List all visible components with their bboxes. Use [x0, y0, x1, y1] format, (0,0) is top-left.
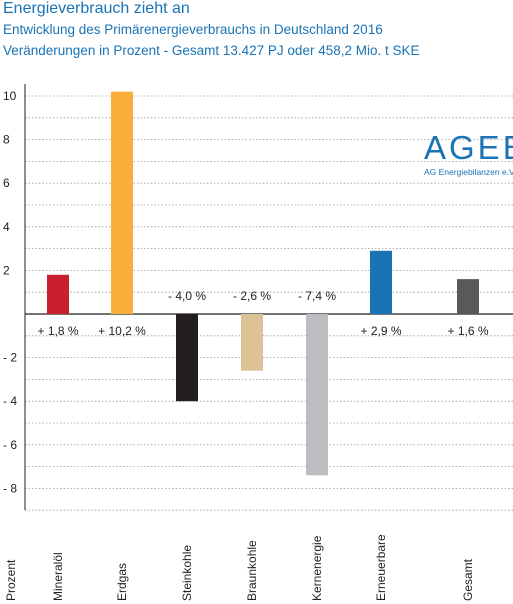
y-tick-label: 8 [3, 133, 10, 147]
category-label: Steinkohle [180, 545, 194, 601]
data-label: - 7,4 % [298, 289, 336, 303]
y-tick-label: - 4 [3, 394, 17, 408]
data-label: + 2,9 % [360, 324, 401, 338]
y-tick-label: 4 [3, 220, 10, 234]
data-label: - 2,6 % [233, 289, 271, 303]
category-label: Erdgas [115, 563, 129, 601]
bar-1 [47, 274, 69, 314]
y-tick-label: - 8 [3, 481, 17, 495]
bar-5 [306, 314, 328, 476]
y-tick-label: 2 [3, 263, 10, 277]
bar-3 [176, 314, 198, 402]
category-label: Braunkohle [245, 540, 259, 601]
bar-2 [111, 91, 133, 314]
data-label: - 4,0 % [168, 289, 206, 303]
data-label: + 1,6 % [447, 324, 488, 338]
bar-4 [241, 314, 263, 371]
chart-subtitle-1: Entwicklung des Primärenergieverbrauchs … [3, 22, 383, 37]
chart-title: Energieverbrauch zieht an [3, 0, 190, 17]
bar-6 [370, 250, 392, 314]
ageb-logo-subtext: AG Energiebilanzen e.V. [424, 167, 513, 177]
chart-subtitle-2: Veränderungen in Prozent - Gesamt 13.427… [3, 43, 420, 58]
ageb-logo: AGEB [424, 129, 513, 166]
category-label: Gesamt [461, 558, 475, 601]
y-tick-label: - 6 [3, 438, 17, 452]
y-tick-label: 10 [3, 89, 17, 103]
category-label: Erneuerbare [374, 534, 388, 601]
data-label: + 10,2 % [98, 324, 146, 338]
y-tick-label: 6 [3, 176, 10, 190]
bar-7 [457, 279, 479, 314]
category-label: Mineralöl [51, 552, 65, 601]
y-tick-label: - 2 [3, 351, 17, 365]
category-label: Kernenergie [310, 535, 324, 601]
data-label: + 1,8 % [37, 324, 78, 338]
